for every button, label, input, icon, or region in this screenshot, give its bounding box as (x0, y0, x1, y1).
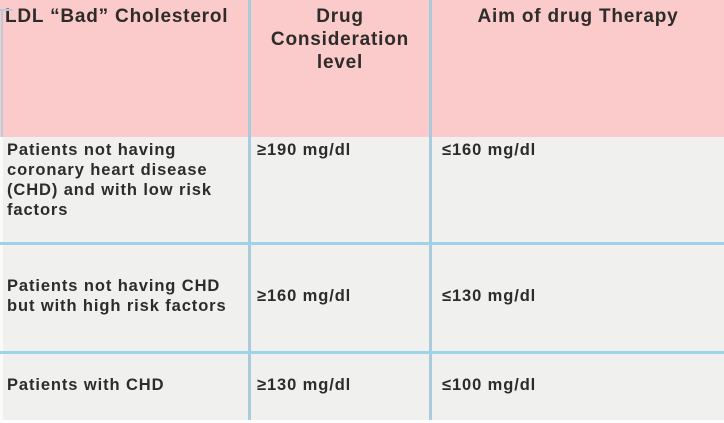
table-row-with-chd: Patients with CHD ≥130 mg/dl ≤100 mg/dl (0, 354, 724, 420)
header-ldl-bad-cholesterol: LDL “Bad” Cholesterol (5, 6, 229, 27)
table-header-row: LDL “Bad” Cholesterol Drug Consideration… (0, 0, 724, 137)
table-left-border (1, 10, 3, 137)
left-edge-strip (0, 137, 3, 420)
therapy-aim-cell: ≤100 mg/dl (429, 354, 724, 420)
row-divider (0, 351, 724, 354)
patient-group-cell: Patients with CHD (7, 376, 165, 394)
header-aim-of-drug-therapy: Aim of drug Therapy (429, 0, 724, 137)
therapy-aim-cell: ≤130 mg/dl (429, 245, 724, 351)
patient-group-cell: Patients not having coronary heart disea… (7, 141, 212, 219)
drug-level-cell: ≥160 mg/dl (248, 245, 429, 351)
patient-group-cell: Patients not having CHD but with high ri… (7, 277, 227, 315)
table-row-no-chd-low-risk: Patients not having coronary heart disea… (0, 137, 724, 242)
therapy-aim-cell: ≤160 mg/dl (429, 137, 724, 242)
drug-level-cell: ≥190 mg/dl (248, 137, 429, 242)
row-divider (0, 242, 724, 245)
table-top-left-border-tick (0, 9, 13, 11)
drug-level-cell: ≥130 mg/dl (248, 354, 429, 420)
bottom-edge-strip (0, 420, 724, 423)
header-drug-consideration-level: Drug Consideration level (248, 0, 429, 137)
table-row-no-chd-high-risk: Patients not having CHD but with high ri… (0, 245, 724, 351)
